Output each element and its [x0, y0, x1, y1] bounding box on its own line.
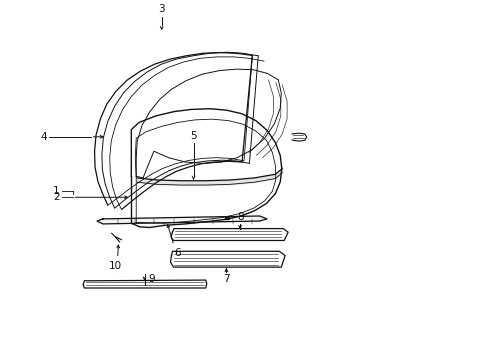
Text: 4: 4: [40, 132, 47, 142]
Text: 10: 10: [109, 261, 122, 271]
Polygon shape: [97, 216, 267, 224]
Text: 3: 3: [158, 4, 165, 14]
Text: 8: 8: [237, 212, 244, 222]
Text: 6: 6: [174, 248, 181, 258]
Text: 7: 7: [223, 274, 230, 284]
Text: 2: 2: [53, 192, 60, 202]
Text: 9: 9: [148, 274, 155, 284]
Text: 1: 1: [53, 186, 60, 196]
Text: 5: 5: [190, 131, 197, 141]
